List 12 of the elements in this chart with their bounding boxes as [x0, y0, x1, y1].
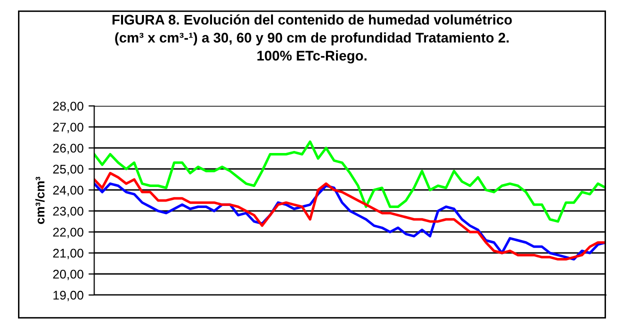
y-tick-label: 20,00 — [53, 270, 84, 280]
y-tick-label: 22,00 — [53, 228, 84, 238]
y-tick-label: 23,00 — [53, 206, 84, 218]
y-tick-label: 26,00 — [53, 144, 84, 154]
y-tick-label: 27,00 — [53, 122, 84, 134]
chart-title: FIGURA 8. Evolución del contenido de humedad volumétrico (cm³ x cm³-¹) a 30, 60 y 90 cm de profundidad Tratamiento 2. 100% ETc-Riego. — [112, 14, 512, 64]
y-tick-label: 28,00 — [53, 102, 84, 112]
y-axis-title: cm³/cm³ — [35, 176, 45, 224]
y-tick-label: 24,00 — [53, 186, 84, 196]
y-tick-label: 25,00 — [53, 164, 84, 176]
y-tick-label: 19,00 — [53, 290, 84, 302]
y-tick-label: 21,00 — [53, 248, 84, 260]
